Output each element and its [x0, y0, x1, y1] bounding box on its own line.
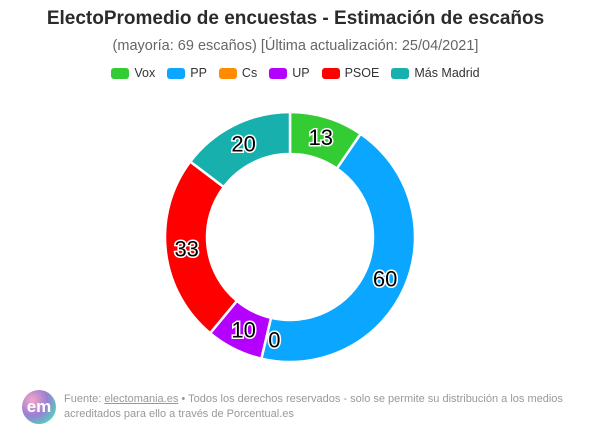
legend-label: Vox	[134, 66, 156, 80]
legend-item-pp[interactable]: PP	[167, 66, 207, 80]
data-label-m-s-madrid: 20	[231, 131, 255, 156]
footer-rights-text: • Todos los derechos reservados - solo s…	[64, 393, 563, 420]
legend-item-up[interactable]: UP	[269, 66, 310, 80]
legend-item-m-s-madrid[interactable]: Más Madrid	[391, 66, 480, 80]
footer-source-prefix: Fuente:	[64, 393, 105, 405]
slice-m-s-madrid[interactable]	[188, 110, 292, 189]
legend-swatch	[269, 67, 288, 79]
legend-label: Más Madrid	[414, 66, 480, 80]
footer: em Fuente: electomania.es • Todos los de…	[22, 390, 582, 424]
data-label-vox: 13	[309, 125, 333, 150]
data-label-cs: 0	[268, 327, 280, 352]
legend-label: PSOE	[344, 66, 380, 80]
legend-swatch	[321, 67, 340, 79]
data-label-up: 10	[231, 318, 255, 343]
footer-source-link[interactable]: electomania.es	[104, 393, 179, 405]
legend-swatch	[391, 67, 410, 79]
donut-slices	[163, 110, 417, 364]
legend-label: Cs	[241, 66, 258, 80]
chart-title: ElectoPromedio de encuestas - Estimación…	[46, 8, 545, 29]
chart-subtitle: (mayoría: 69 escaños) [Última actualizac…	[112, 38, 479, 54]
slice-pp[interactable]	[260, 132, 417, 364]
legend-label: PP	[190, 66, 207, 80]
legend-swatch	[111, 67, 130, 79]
chart-legend: Vox PP Cs UP PSOE Más Madrid	[0, 66, 591, 80]
legend-item-vox[interactable]: Vox	[111, 66, 155, 80]
legend-label: UP	[292, 66, 310, 80]
donut-data-labels: 13 60 0 10 33 20	[173, 124, 399, 354]
footer-credits: Fuente: electomania.es • Todos los derec…	[64, 390, 582, 422]
legend-item-psoe[interactable]: PSOE	[321, 66, 380, 80]
legend-item-cs[interactable]: Cs	[218, 66, 258, 80]
data-label-psoe: 33	[174, 236, 198, 261]
electomania-logo: em	[22, 390, 56, 424]
legend-swatch	[167, 67, 186, 79]
data-label-pp: 60	[373, 267, 397, 292]
legend-swatch	[218, 67, 237, 79]
